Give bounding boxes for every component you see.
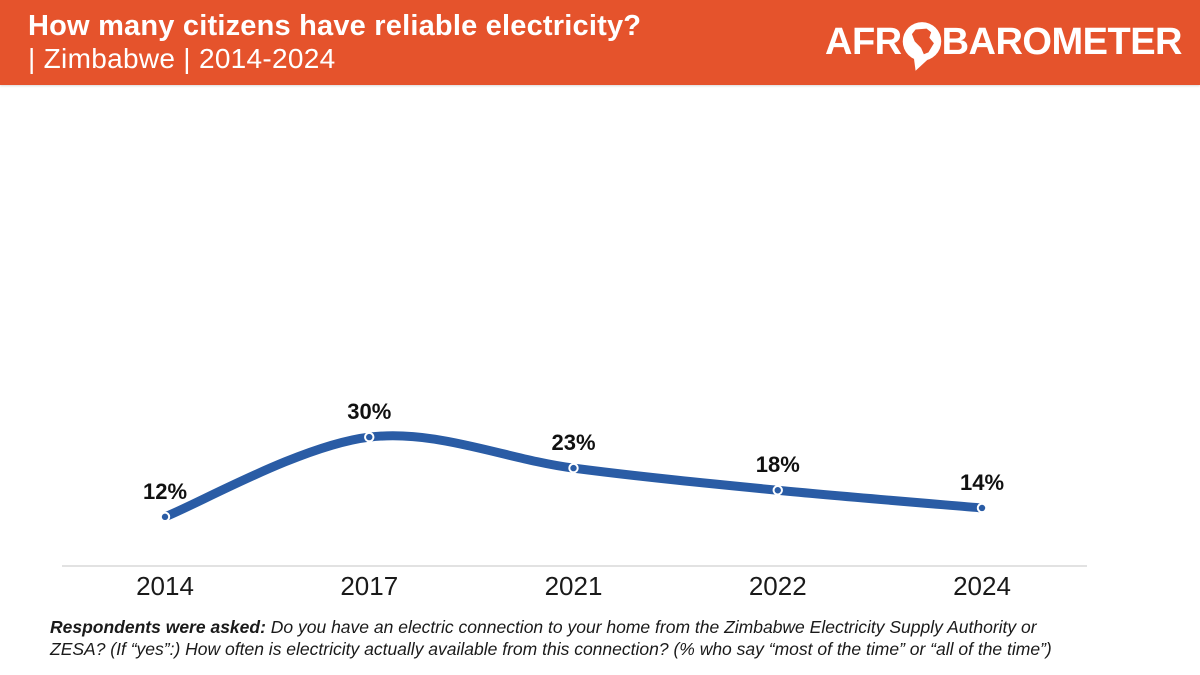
footnote-line1: Do you have an electric connection to yo… — [265, 617, 1037, 637]
data-point-marker-2021 — [568, 462, 579, 474]
data-point-marker-2022 — [772, 485, 783, 496]
data-point-marker-2024 — [976, 502, 988, 514]
chart-subtitle: | Zimbabwe | 2014-2024 — [28, 43, 336, 75]
chart-title: How many citizens have reliable electric… — [28, 9, 642, 42]
x-tick-2017: 2017 — [340, 571, 399, 601]
data-label-2014: 12% — [142, 478, 188, 504]
africa-speech-bubble-icon — [902, 21, 941, 71]
x-tick-2024: 2024 — [953, 571, 1011, 601]
footnote-line2: ZESA? (If “yes”:) How often is electrici… — [50, 639, 1052, 659]
x-tick-2021: 2021 — [544, 571, 603, 601]
data-point-marker-2014 — [159, 511, 171, 523]
data-label-2024: 14% — [959, 469, 1005, 495]
x-tick-2022: 2022 — [748, 571, 807, 601]
header-titles: How many citizens have reliable electric… — [0, 10, 641, 76]
data-label-2022: 18% — [755, 452, 800, 478]
footnote-lead: Respondents were asked: — [50, 617, 266, 637]
data-label-2021: 23% — [551, 430, 596, 456]
logo-text-prefix: AFR — [825, 21, 902, 63]
afrobarometer-logo: AFR BAROMETER — [825, 14, 1200, 72]
x-tick-2014: 2014 — [136, 571, 194, 601]
header-bar: How many citizens have reliable electric… — [0, 0, 1200, 85]
logo-text-suffix: BAROMETER — [941, 21, 1183, 63]
data-label-2017: 30% — [347, 399, 392, 425]
footnote: Respondents were asked: Do you have an e… — [50, 616, 1125, 660]
data-point-marker-2017 — [364, 431, 375, 443]
